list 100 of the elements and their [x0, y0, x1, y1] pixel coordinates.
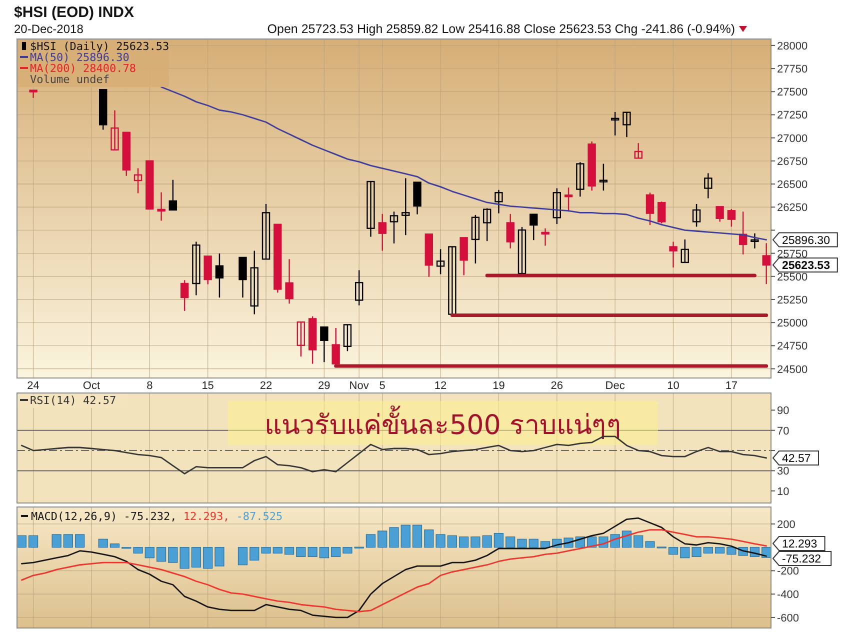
x-tick-label: 17 [725, 380, 738, 392]
annotation: Volume undef [30, 73, 110, 86]
candlestick [518, 226, 526, 274]
candlestick [168, 179, 178, 211]
candlestick [354, 270, 364, 306]
y-tick-label: -200 [777, 566, 800, 578]
annotation: แนวรับแค่ขั้นละ500 ราบแน่ๆๆ [264, 405, 622, 441]
bar [424, 529, 434, 548]
bar [272, 547, 282, 554]
bar [331, 547, 341, 557]
bar [436, 534, 446, 548]
candlestick [180, 280, 189, 312]
candlestick [669, 241, 678, 268]
candlestick [296, 321, 306, 358]
candlestick [552, 188, 561, 225]
candlestick [716, 206, 724, 222]
candlestick [634, 142, 642, 159]
x-tick-label: 5 [379, 380, 386, 392]
chart-title: $HSI (EOD) INDX [14, 4, 134, 21]
bar [284, 547, 294, 555]
bar [28, 535, 38, 548]
candlestick [192, 241, 200, 296]
bar [191, 547, 201, 568]
bar [703, 547, 713, 554]
bar [180, 547, 190, 569]
bar [412, 524, 422, 548]
y-tick-label: -400 [777, 589, 800, 602]
candlestick [332, 327, 340, 368]
bar [261, 547, 271, 554]
price-label-box: 25896.30 [772, 232, 838, 248]
price-label-box: 25623.53 [772, 257, 838, 272]
bar [540, 541, 550, 548]
candlestick [402, 178, 410, 236]
candlestick [610, 111, 620, 136]
candlestick [366, 180, 375, 238]
y-tick-label: 27500 [777, 86, 808, 99]
bar [144, 547, 154, 558]
y-tick-label: -600 [777, 612, 800, 624]
bar [203, 547, 213, 569]
candlestick [390, 211, 398, 244]
candlestick [704, 172, 712, 199]
x-tick-label: 10 [667, 380, 680, 392]
y-tick-label: 30 [777, 466, 790, 478]
candlestick [622, 112, 631, 138]
bar [250, 547, 260, 560]
bar [528, 538, 538, 548]
bar [366, 534, 376, 548]
candlestick [215, 252, 224, 298]
candlestick [320, 326, 328, 363]
bar [447, 535, 457, 548]
legend-label: MACD(12,26,9) -75.232, [31, 510, 177, 523]
legend-label: MA(200) 28400.78 [30, 62, 136, 75]
y-tick-label: 25500 [777, 271, 808, 284]
y-tick-label: 24500 [777, 364, 808, 376]
candlestick [576, 162, 584, 198]
bar [308, 547, 318, 557]
x-tick-label: 12 [434, 380, 447, 392]
bar [52, 534, 62, 548]
bar [692, 547, 702, 557]
candlestick [238, 256, 247, 298]
x-tick-label: Oct [82, 380, 100, 392]
bar [482, 535, 492, 548]
y-tick-label: 25250 [777, 294, 808, 306]
bar [168, 547, 178, 563]
x-tick-label: 29 [318, 380, 330, 392]
candlestick [262, 203, 270, 260]
candlestick [680, 238, 689, 264]
bar [63, 534, 73, 548]
candlestick [658, 200, 666, 224]
y-tick-label: 24750 [777, 340, 808, 353]
x-tick-label: Dec [605, 380, 626, 392]
candlestick [378, 213, 386, 252]
bar [622, 530, 632, 548]
candlestick [727, 208, 736, 228]
y-tick-label: 26250 [777, 202, 808, 214]
candlestick [134, 168, 142, 194]
y-tick-label: 25000 [777, 318, 808, 330]
candlestick [250, 250, 258, 315]
bar [715, 547, 725, 554]
candlestick [646, 192, 654, 226]
y-tick-label: 27250 [777, 110, 808, 122]
candlestick [460, 237, 468, 276]
candlestick [494, 189, 503, 214]
candlestick [599, 163, 608, 192]
bar [668, 547, 678, 555]
bar [506, 536, 516, 548]
bar [645, 541, 655, 548]
legend-label: $HSI (Daily) 25623.53 [30, 40, 170, 53]
bar [133, 547, 143, 554]
y-tick-label: 10 [777, 486, 790, 498]
bar [470, 536, 480, 548]
candlestick [750, 232, 759, 250]
candlestick [541, 228, 550, 246]
bar [494, 533, 504, 548]
text: 12.293, [176, 510, 230, 523]
bar [680, 547, 690, 558]
y-tick-label: 26500 [777, 179, 808, 192]
candlestick [564, 186, 573, 212]
bar [319, 547, 329, 558]
index-label-box: 42.57 [772, 450, 819, 466]
